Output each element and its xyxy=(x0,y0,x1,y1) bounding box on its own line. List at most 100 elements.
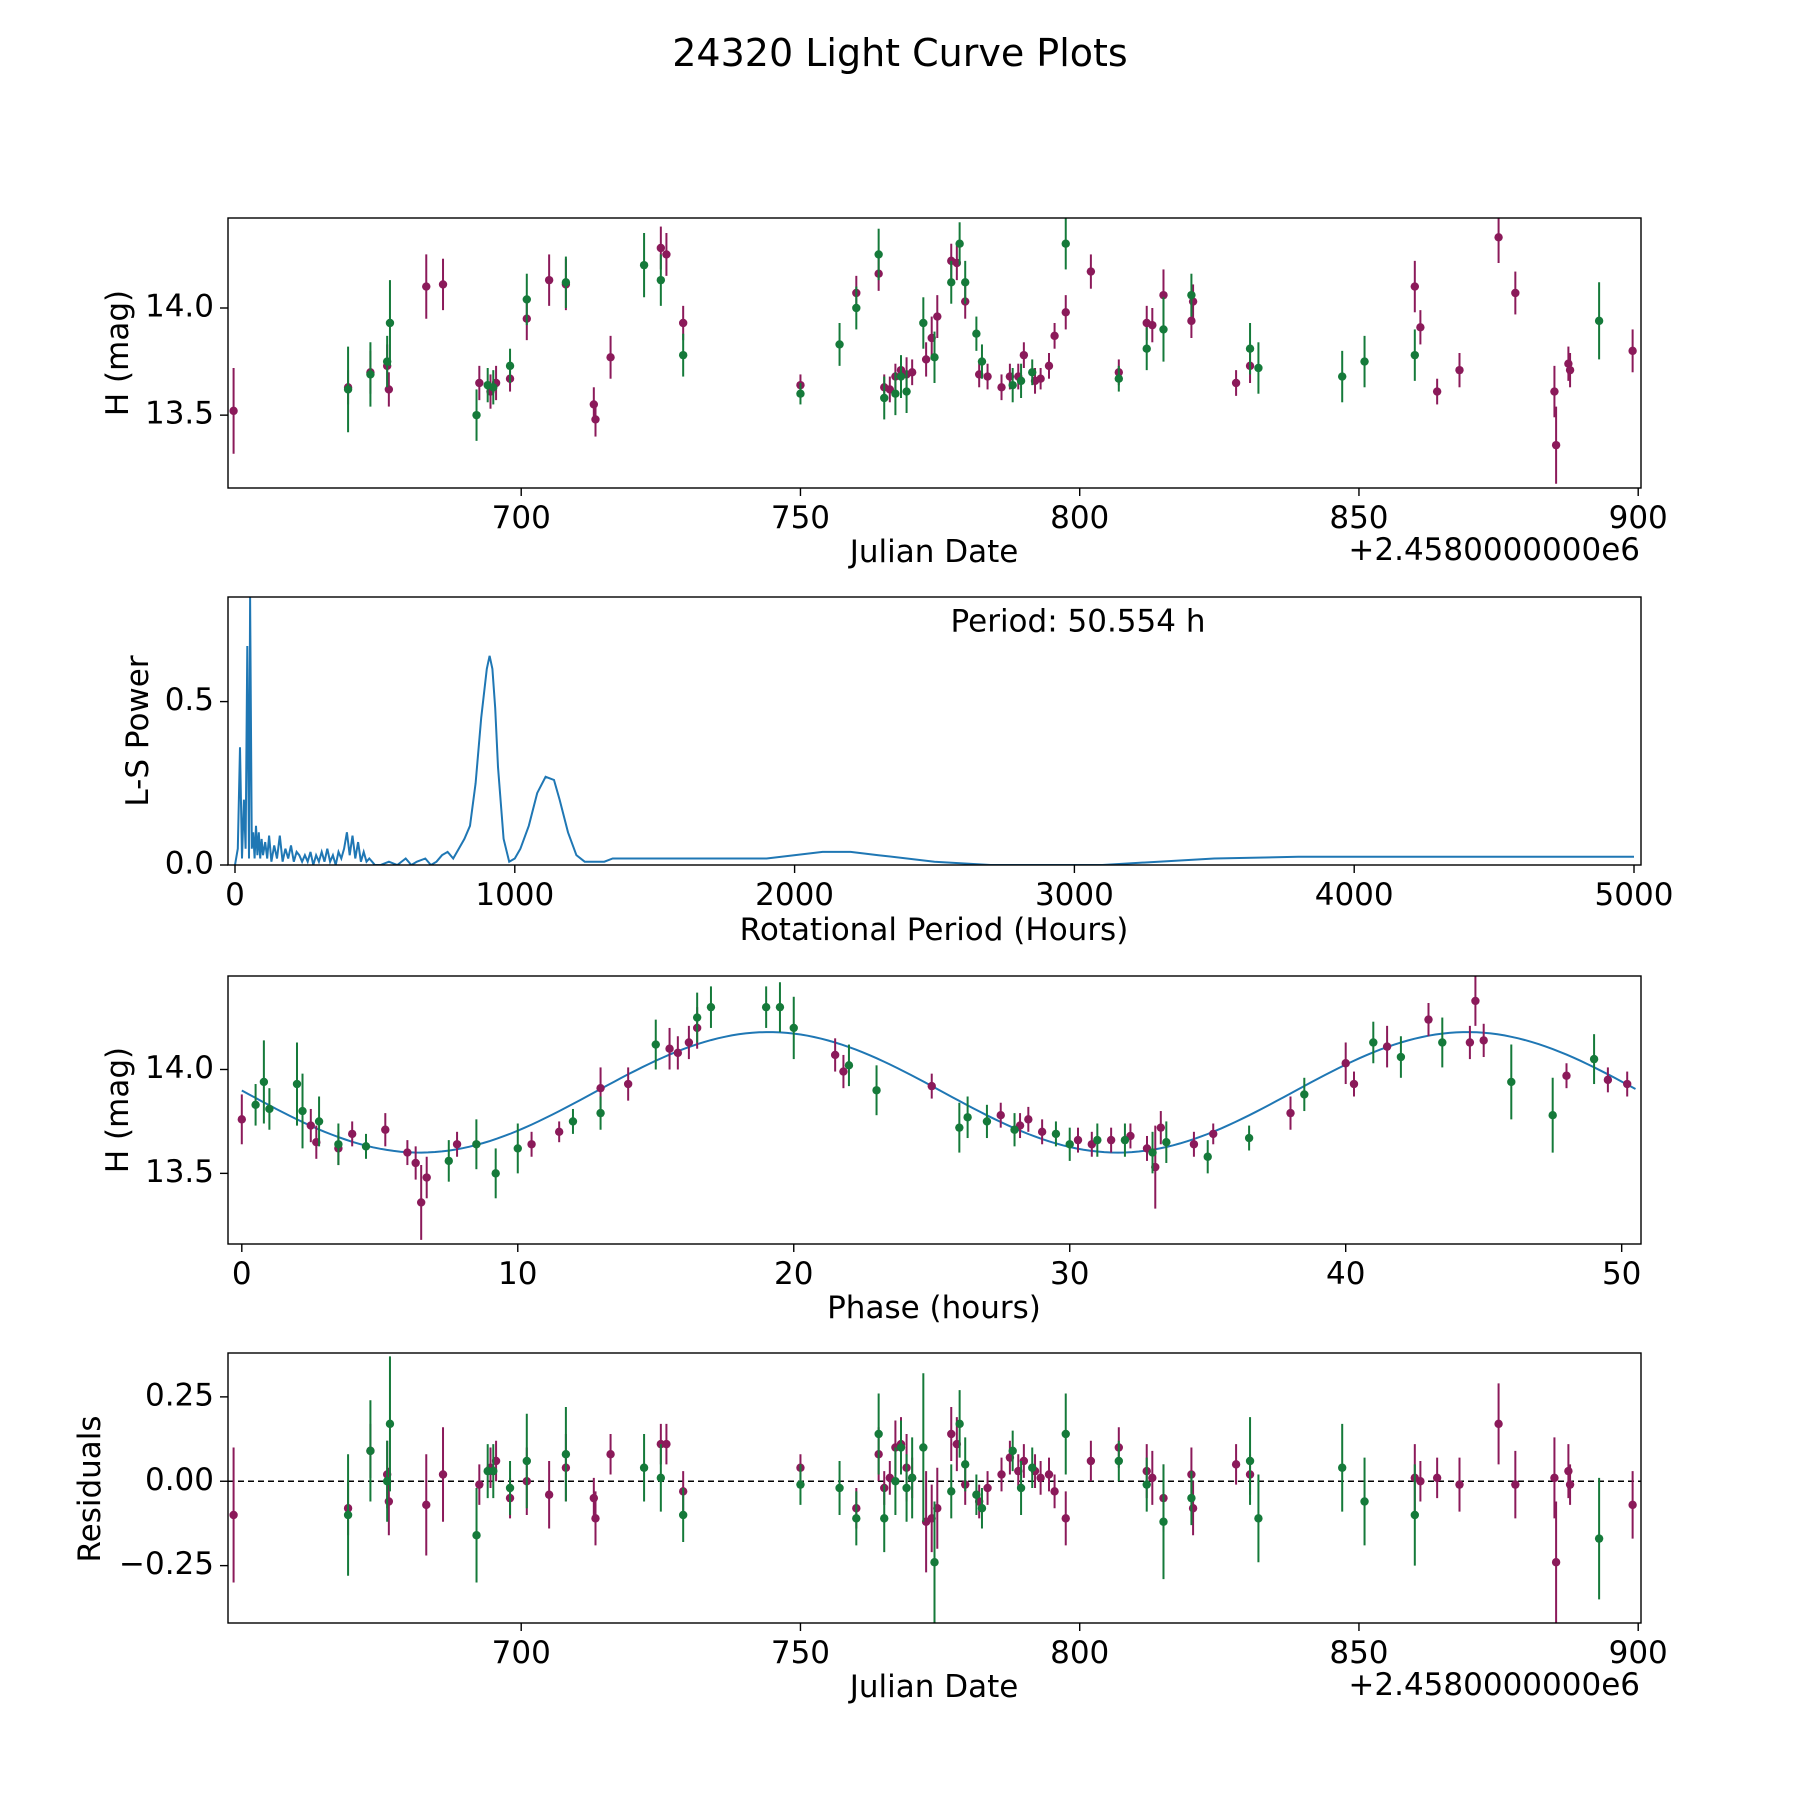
phase-fold-point xyxy=(1507,1044,1516,1120)
residuals-marker xyxy=(1114,1456,1124,1466)
residuals-x-ticks: 700 750 800 850 900 xyxy=(492,1623,1668,1671)
phase-fold-marker xyxy=(844,1061,854,1070)
phase-fold-marker xyxy=(1189,1140,1199,1149)
residuals-point xyxy=(852,1491,861,1546)
residuals-point xyxy=(1044,1457,1054,1492)
light-curve-x-ticks: 700 750 800 850 900 xyxy=(492,488,1668,536)
phase-fold-point xyxy=(673,1036,683,1070)
periodogram-x-tick-label: 5000 xyxy=(1595,877,1674,913)
residuals-point xyxy=(1245,1417,1255,1505)
residuals-marker xyxy=(639,1463,649,1472)
light-curve-point xyxy=(1019,342,1029,368)
light-curve-marker xyxy=(1360,357,1369,366)
light-curve-point xyxy=(933,295,942,338)
light-curve-marker xyxy=(505,361,515,371)
light-curve-marker xyxy=(656,275,666,285)
light-curve-marker xyxy=(921,355,931,364)
phase-fold-marker xyxy=(513,1144,522,1153)
phase-fold-point xyxy=(1603,1067,1613,1093)
light-curve-point xyxy=(422,254,431,319)
residuals-point xyxy=(366,1400,375,1502)
light-curve-marker xyxy=(606,353,615,362)
residuals-marker xyxy=(930,1558,939,1567)
light-curve-point xyxy=(606,335,615,379)
light-curve-point xyxy=(880,376,889,420)
light-curve-x-tick-label: 700 xyxy=(492,500,551,536)
light-curve-marker xyxy=(874,250,883,259)
residuals-point xyxy=(1338,1423,1347,1512)
phase-fold-marker xyxy=(527,1140,536,1149)
phase-fold-marker xyxy=(411,1158,420,1168)
periodogram-y-tick-label: 0.0 xyxy=(165,846,214,882)
residuals-point xyxy=(385,1356,395,1492)
residuals-marker xyxy=(438,1470,448,1479)
residuals-x-label: Julian Date xyxy=(848,1669,1019,1705)
residuals-marker xyxy=(1016,1483,1026,1493)
light-curve-x-tick: 700 xyxy=(492,488,551,536)
phase-fold-marker xyxy=(963,1113,972,1122)
phase-fold-marker xyxy=(955,1123,964,1132)
light-curve-point xyxy=(1016,363,1026,398)
light-curve-point xyxy=(1360,335,1369,388)
light-curve-marker xyxy=(1410,350,1420,360)
residuals-marker xyxy=(678,1510,688,1520)
phase-fold-marker xyxy=(1300,1090,1309,1099)
phase-fold-point xyxy=(1286,1096,1295,1130)
light-curve-point xyxy=(1245,323,1255,375)
residuals-marker xyxy=(589,1493,599,1503)
phase-fold-point xyxy=(1424,1003,1433,1037)
phase-fold-point xyxy=(1300,1077,1309,1112)
phase-fold-point xyxy=(927,1073,936,1099)
periodogram-y-label: L-S Power xyxy=(120,655,156,806)
residuals-marker xyxy=(561,1450,571,1459)
phase-fold-point xyxy=(422,1156,431,1199)
phase-fold-point xyxy=(789,996,798,1060)
phase-fold-point xyxy=(452,1131,462,1157)
light-curve-x-tick-label: 850 xyxy=(1329,500,1388,536)
phase-fold-marker xyxy=(403,1148,412,1157)
periodogram-x-tick-label: 1000 xyxy=(475,877,554,913)
periodogram-x-tick: 4000 xyxy=(1315,865,1394,913)
phase-fold-x-ticks: 0 10 20 30 40 50 xyxy=(232,1244,1641,1292)
residuals-marker xyxy=(1142,1480,1151,1489)
phase-fold-point xyxy=(1142,1135,1152,1161)
phase-fold-marker xyxy=(1037,1127,1047,1137)
residuals-marker xyxy=(1455,1480,1464,1489)
residuals-point xyxy=(947,1464,956,1519)
residuals-y-ticks: 0.25 0.00 −0.25 xyxy=(119,1377,228,1582)
residuals-marker xyxy=(983,1483,992,1493)
light-curve-marker xyxy=(1565,365,1575,375)
periodogram-y-tick-label: 0.5 xyxy=(165,682,214,718)
light-curve-marker xyxy=(933,312,942,321)
residuals-point xyxy=(606,1434,615,1475)
light-curve-x-tick: 900 xyxy=(1609,488,1668,536)
periodogram-line xyxy=(234,597,1634,865)
phase-fold-point xyxy=(306,1108,315,1143)
phase-fold-marker xyxy=(872,1086,881,1095)
residuals-marker xyxy=(1086,1456,1096,1466)
residuals-x-tick: 750 xyxy=(771,1623,830,1671)
residuals-marker xyxy=(384,1497,394,1506)
phase-fold-marker xyxy=(1065,1140,1074,1149)
phase-fold-marker xyxy=(422,1173,431,1182)
light-curve-marker xyxy=(972,329,981,338)
phase-fold-point xyxy=(527,1131,536,1157)
residuals-point xyxy=(977,1488,987,1529)
figure-title: 24320 Light Curve Plots xyxy=(672,31,1127,75)
residuals-marker xyxy=(1550,1473,1559,1483)
light-curve-marker xyxy=(384,385,394,394)
periodogram-x-tick: 3000 xyxy=(1035,865,1114,913)
periodogram-axes-frame xyxy=(227,596,1642,866)
phase-fold-point xyxy=(416,1165,426,1240)
light-curve-marker xyxy=(589,400,599,409)
light-curve-marker xyxy=(1050,331,1059,341)
residuals-point xyxy=(1360,1457,1369,1546)
light-curve-point xyxy=(1061,218,1070,270)
residuals-point xyxy=(662,1423,671,1465)
phase-fold-point xyxy=(403,1140,412,1166)
phase-fold-point xyxy=(1087,1131,1097,1157)
light-curve-marker xyxy=(1187,290,1196,300)
phase-fold-marker xyxy=(554,1127,564,1137)
phase-fold-y-label: H (mag) xyxy=(100,1047,136,1173)
light-curve-marker xyxy=(902,387,911,396)
